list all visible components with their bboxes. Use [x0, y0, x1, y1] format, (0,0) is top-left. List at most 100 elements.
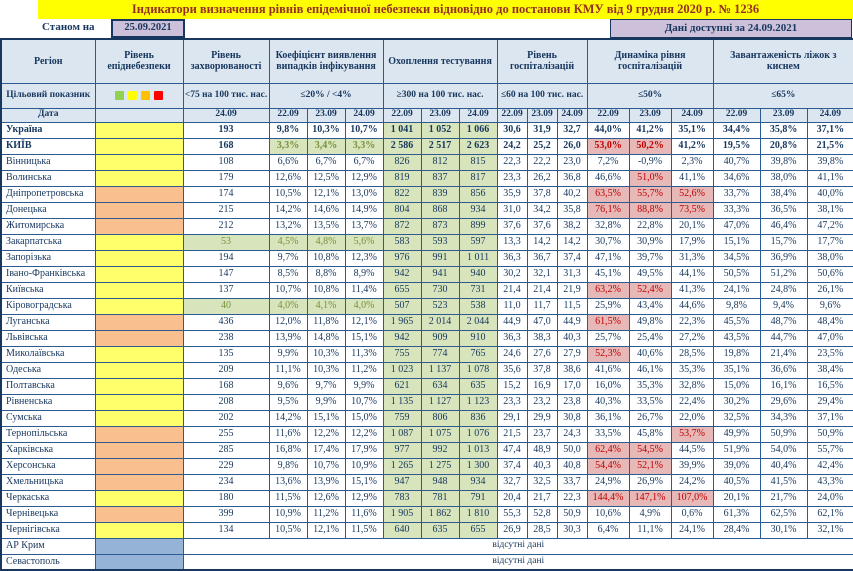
table-row: Дніпропетровська 174 10,5% 12,1% 13,0% 822 839… — [0, 185, 853, 203]
value-cell: 21,4% — [759, 345, 808, 363]
value-cell: 9,7% — [268, 249, 308, 267]
value-cell: 32,8% — [670, 377, 714, 395]
table-row: Закарпатська 53 4,5% 4,8% 5,6% 583 593 597 13,3 1… — [0, 233, 853, 251]
value-cell: 32,5 — [526, 473, 558, 491]
value-cell: 21,7 — [526, 489, 558, 507]
value-cell: 13,6% — [268, 473, 308, 491]
value-cell: 48,9 — [526, 441, 558, 459]
value-cell: 285 — [182, 441, 270, 459]
date-column-header: 22.09 — [586, 107, 630, 123]
target-hospitalization: ≤60 на 100 тис. нас. — [496, 82, 588, 109]
value-cell: 35,3% — [670, 361, 714, 379]
value-cell: 40,2 — [556, 185, 588, 203]
value-cell: 44,6% — [670, 297, 714, 315]
group-header-hospitalization: Рівень госпіталізацій — [496, 38, 588, 84]
value-cell: 806 — [420, 409, 460, 427]
value-cell: 9,9% — [268, 345, 308, 363]
value-cell: 13,5% — [306, 217, 346, 235]
value-cell: 942 — [382, 265, 422, 283]
value-cell: 2 623 — [458, 137, 498, 155]
value-cell: 52,1% — [628, 457, 672, 475]
value-cell: 10,3% — [306, 361, 346, 379]
region-name: Харківська — [0, 441, 96, 459]
value-cell: 41,1% — [670, 169, 714, 187]
epidemic-level-cell — [94, 505, 184, 523]
value-cell: 4,5% — [268, 233, 308, 251]
value-cell: 1 123 — [458, 393, 498, 411]
date-column-header: 24.09 — [670, 107, 714, 123]
value-cell: 9,8% — [712, 297, 761, 315]
as-of-label: Станом на — [42, 21, 95, 33]
value-cell: 49,8% — [628, 313, 672, 331]
value-cell: 212 — [182, 217, 270, 235]
value-cell: 30,2% — [712, 393, 761, 411]
value-cell: 14,9% — [344, 201, 384, 219]
value-cell: 4,9% — [628, 505, 672, 523]
value-cell: 53 — [182, 233, 270, 251]
value-cell: 30,6 — [496, 121, 528, 139]
value-cell: 10,8% — [306, 281, 346, 299]
value-cell: 11,6% — [344, 505, 384, 523]
value-cell: 9,4% — [759, 297, 808, 315]
value-cell: 942 — [382, 329, 422, 347]
value-cell: 11,2% — [344, 361, 384, 379]
value-cell: 234 — [182, 473, 270, 491]
epidemic-level-cell — [94, 185, 184, 203]
table-row: Чернівецька 399 10,9% 11,2% 11,6% 1 905 1 862 1… — [0, 505, 853, 523]
value-cell: 38,3 — [526, 329, 558, 347]
value-cell: 26,9 — [496, 521, 528, 539]
value-cell: 43,5% — [712, 329, 761, 347]
red-level-square — [154, 90, 163, 100]
value-cell: 45,1% — [586, 265, 630, 283]
value-cell: 10,9% — [268, 505, 308, 523]
value-cell: 1 076 — [458, 425, 498, 443]
table-row: Севастополь відсутні дані — [0, 553, 853, 571]
epidemic-level-cell — [94, 329, 184, 347]
value-cell: 34,6% — [712, 169, 761, 187]
value-cell: 37,4 — [556, 249, 588, 267]
value-cell: 36,6% — [759, 361, 808, 379]
value-cell: 399 — [182, 505, 270, 523]
value-cell: 1 066 — [458, 121, 498, 139]
value-cell: 36,7 — [526, 249, 558, 267]
value-cell: 634 — [420, 377, 460, 395]
value-cell: 38,1% — [806, 201, 853, 219]
value-cell: 12,2% — [306, 425, 346, 443]
value-cell: 9,5% — [268, 393, 308, 411]
group-header-hospitalization-dynamics: Динаміка рівня госпіталізацій — [586, 38, 714, 84]
value-cell: 856 — [458, 185, 498, 203]
value-cell: 55,3 — [496, 505, 528, 523]
value-cell: 6,4% — [586, 521, 630, 539]
value-cell: 32,1 — [526, 265, 558, 283]
value-cell: 14,2 — [556, 233, 588, 251]
date-column-header: 23.09 — [759, 107, 808, 123]
value-cell: 804 — [382, 201, 422, 219]
value-cell: 10,9% — [344, 457, 384, 475]
region-name: Полтавська — [0, 377, 96, 395]
value-cell: 655 — [458, 521, 498, 539]
table-row: Миколаївська 135 9,9% 10,3% 11,3% 755 774 765 24… — [0, 345, 853, 363]
value-cell: 12,6% — [268, 169, 308, 187]
value-cell: 46,4% — [759, 217, 808, 235]
value-cell: 44,9 — [556, 313, 588, 331]
value-cell: 27,2% — [670, 329, 714, 347]
target-level-squares — [94, 82, 184, 109]
value-cell: 24,9% — [586, 473, 630, 491]
value-cell: 14,2% — [268, 409, 308, 427]
group-header-detection: Коефіцієнт виявлення випадків інфікуванн… — [268, 38, 384, 84]
value-cell: 12,1% — [344, 313, 384, 331]
epidemic-level-cell — [94, 297, 184, 315]
value-cell: 781 — [420, 489, 460, 507]
value-cell: 108 — [182, 153, 270, 171]
value-cell: 24,0% — [806, 489, 853, 507]
value-cell: 15,0% — [344, 409, 384, 427]
table-row: Херсонська 229 9,8% 10,7% 10,9% 1 265 1 275 1 3… — [0, 457, 853, 475]
value-cell: 54,0% — [759, 441, 808, 459]
value-cell: 8,8% — [306, 265, 346, 283]
value-cell: 23,2 — [526, 393, 558, 411]
value-cell: 10,3% — [306, 345, 346, 363]
region-header: Регіон — [0, 38, 96, 84]
value-cell: 17,0 — [556, 377, 588, 395]
value-cell: 13,9% — [268, 329, 308, 347]
value-cell: 51,9% — [712, 441, 761, 459]
